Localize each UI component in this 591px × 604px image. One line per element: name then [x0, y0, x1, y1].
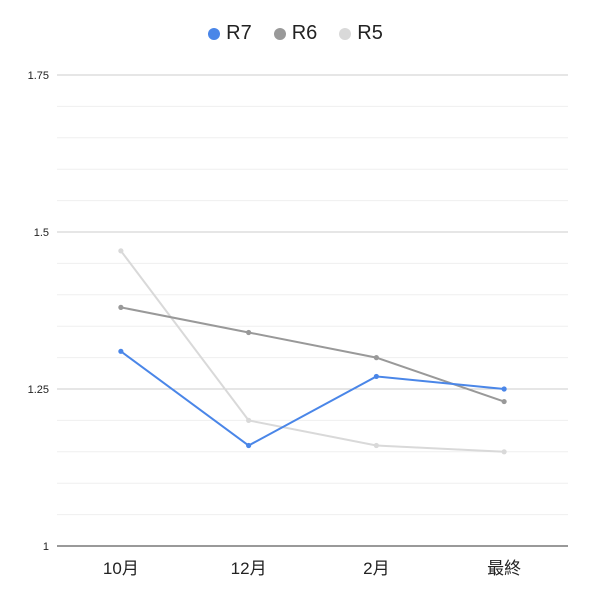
legend-item-r5[interactable]: R5: [339, 22, 383, 45]
data-point-r6[interactable]: [373, 355, 379, 361]
data-point-r7[interactable]: [118, 348, 124, 354]
series-line-r7: [120, 350, 505, 447]
data-point-r7[interactable]: [246, 442, 252, 449]
y-tick-label: 1.25: [28, 384, 49, 396]
data-point-r5[interactable]: [118, 248, 124, 254]
y-tick-label: 1.5: [34, 227, 49, 239]
data-point-r6[interactable]: [118, 304, 124, 310]
data-point-r6[interactable]: [246, 329, 252, 336]
data-point-r5[interactable]: [246, 417, 252, 423]
x-tick-label: 10月: [103, 559, 139, 578]
legend-item-r7[interactable]: R7: [208, 22, 252, 45]
legend-label-r7: R7: [226, 22, 252, 44]
legend: R7 R6 R5: [0, 22, 591, 45]
series-line-r6: [120, 306, 505, 403]
legend-marker-r7: [208, 27, 221, 40]
data-point-r7[interactable]: [373, 373, 379, 380]
x-tick-label: 2月: [363, 559, 389, 578]
legend-label-r6: R6: [291, 22, 318, 44]
data-point-r6[interactable]: [501, 398, 507, 405]
data-point-r7[interactable]: [501, 386, 507, 392]
x-tick-label: 12月: [231, 559, 267, 578]
legend-marker-r5: [339, 27, 352, 40]
data-point-r5[interactable]: [373, 442, 379, 449]
series-line-r5: [120, 250, 505, 453]
legend-label-r5: R5: [357, 22, 383, 44]
y-tick-label: 1: [43, 541, 49, 553]
data-point-r5[interactable]: [501, 449, 507, 455]
legend-item-r6[interactable]: R6: [273, 22, 318, 45]
x-tick-label: 最終: [487, 559, 521, 578]
legend-marker-r6: [273, 27, 286, 40]
y-tick-label: 1.75: [28, 70, 49, 82]
